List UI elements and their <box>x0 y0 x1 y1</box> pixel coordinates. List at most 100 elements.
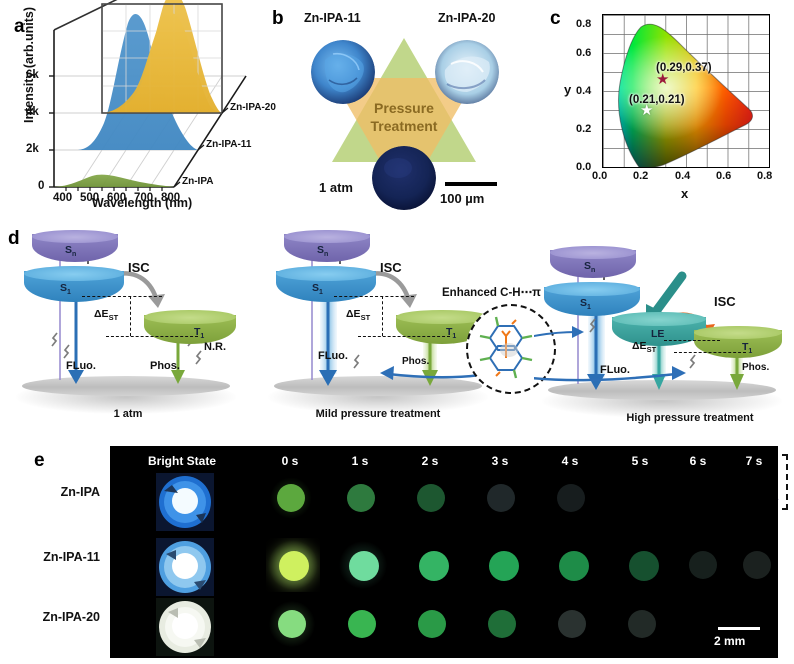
non-radiative-label: N.R. <box>204 341 226 353</box>
state-label-sn: Sn <box>317 244 328 258</box>
t1-sub: 1 <box>200 333 205 341</box>
pressure-text-line1: Pressure <box>374 100 434 116</box>
delta-est-label: ΔEST <box>346 308 370 322</box>
panel-a-xtick-700: 700 <box>134 192 154 204</box>
triangle-down-orange <box>332 78 476 202</box>
afterglow-zn-ipa-3s <box>476 473 526 523</box>
delta-e-text: ΔE <box>94 308 109 320</box>
panel-b-label-1-atm: 1 atm <box>319 180 353 195</box>
panel-a-xtick-800: 800 <box>161 192 181 204</box>
afterglow-zn-ipa-20-0s <box>266 598 318 650</box>
state-label-s1: S1 <box>60 282 71 296</box>
sn-text: S <box>317 244 325 256</box>
cie-marker-white-star: ★ <box>640 102 654 119</box>
panel-a-series-label-zn-ipa-20: Zn-IPA-20 <box>230 102 276 113</box>
dashed-t1-level <box>106 336 198 337</box>
s1-sub: 1 <box>587 304 591 312</box>
fluorescence-label: FLuo. <box>318 350 348 362</box>
enhanced-ch-pi-label: Enhanced C-H⋯π <box>442 287 541 299</box>
dashed-le-level <box>664 340 720 341</box>
sn-sub: n <box>324 251 329 259</box>
afterglow-zn-ipa-11-3s <box>476 538 530 592</box>
s1-sub: 1 <box>67 289 71 297</box>
panel-c-xtick-04: 0.4 <box>675 170 691 182</box>
panel-a-series-label-zn-ipa: Zn-IPA <box>182 176 214 187</box>
dashed-t1-level <box>358 336 450 337</box>
panel-c-y-axis-label: y <box>564 82 572 97</box>
panel-d-letter: d <box>8 228 20 249</box>
panel-c-cie-chromaticity: c <box>540 0 794 228</box>
s1-text: S <box>312 282 320 294</box>
crystal-image-zn-ipa-11 <box>311 40 375 104</box>
isc-label: ISC <box>128 260 150 275</box>
row-label-zn-ipa-11: Zn-IPA-11 <box>43 550 100 564</box>
panel-c-ytick-02: 0.2 <box>576 123 592 135</box>
state-label-sn: Sn <box>584 260 595 274</box>
state-bowl-t1 <box>144 310 236 344</box>
cie-gamut <box>618 23 753 167</box>
row-label-zn-ipa: Zn-IPA <box>60 485 100 499</box>
afterglow-zn-ipa-1s <box>336 473 386 523</box>
panel-c-xtick-06: 0.6 <box>716 170 732 182</box>
panel-c-letter: c <box>550 8 561 29</box>
column-header-bright-state: Bright State <box>147 454 216 468</box>
panel-b-star-of-david <box>332 38 476 202</box>
delta-e-sub: ST <box>108 313 119 323</box>
state-label-t1: T1 <box>742 341 752 355</box>
state-label-sn: Sn <box>65 244 76 258</box>
afterglow-zn-ipa-11-6s <box>676 538 730 592</box>
state-bowl-s1 <box>544 282 640 316</box>
afterglow-zn-ipa-20-1s <box>336 598 388 650</box>
delta-est-label: ΔEST <box>94 308 118 322</box>
state-bowl-t1 <box>694 326 782 358</box>
afterglow-zn-ipa-11-2s <box>406 538 460 592</box>
delta-e-sub: ST <box>360 313 371 323</box>
cie-coord-red: (0.29,0.37) <box>656 62 712 74</box>
dashed-t1-level <box>674 352 746 353</box>
panel-b-pressure-treatment-text: Pressure Treatment <box>349 100 459 136</box>
bright-state-photo-zn-ipa-11 <box>156 538 214 596</box>
dashed-delta-connector <box>130 296 131 336</box>
panel-a-xtick-500: 500 <box>80 192 100 204</box>
afterglow-zn-ipa-20-2s <box>406 598 458 650</box>
column-header-3s: 3 s <box>491 454 509 468</box>
crystal-image-1-atm <box>372 146 436 210</box>
panel-b-letter: b <box>272 8 284 29</box>
panel-d-jablonski-diagrams: d <box>0 228 794 510</box>
state-bowl-t1 <box>396 310 488 344</box>
jablonski-high-pressure: Sn S1 LE T1 ΔEST ISC FLuo. Phos. H <box>534 228 794 436</box>
state-label-t1: T1 <box>446 326 456 340</box>
panel-c-ytick-0: 0.0 <box>576 161 592 173</box>
panel-b-pressure-treatment: b Zn-IPA-11 Zn-IPA-20 <box>268 0 540 228</box>
panel-b-scalebar-label: 100 µm <box>440 191 485 206</box>
afterglow-zn-ipa-20-3s <box>476 598 528 650</box>
t1-sub: 1 <box>748 348 753 356</box>
sn-text: S <box>65 244 73 256</box>
afterglow-zn-ipa-7s <box>730 473 780 523</box>
panel-e-scalebar-line <box>718 627 760 630</box>
jablonski-1-atm: Sn S1 T1 ΔEST ISC FLuo. Phos. N.R. 1 atm <box>10 228 260 436</box>
ground-state-plane <box>548 380 776 400</box>
delta-e-text: ΔE <box>346 308 361 320</box>
s1-text: S <box>60 282 68 294</box>
bright-state-photo-zn-ipa-20 <box>156 598 214 656</box>
isc-label: ISC <box>380 260 402 275</box>
afterglow-zn-ipa-11-1s <box>336 538 390 592</box>
s1-sub: 1 <box>319 289 323 297</box>
panel-c-ytick-08: 0.8 <box>576 18 592 30</box>
caption-high-pressure: High pressure treatment <box>626 412 754 424</box>
phosphorescence-label: Phos. <box>742 362 770 373</box>
phosphorescence-label: Phos. <box>402 356 430 367</box>
t1-text: T <box>742 341 749 353</box>
fluorescence-label: FLuo. <box>66 360 96 372</box>
t1-text: T <box>194 326 201 338</box>
state-bowl-sn <box>284 230 370 262</box>
panel-b-scalebar-line <box>445 182 497 186</box>
panel-a-xtick-600: 600 <box>107 192 127 204</box>
isc-label: ISC <box>714 294 736 309</box>
delta-e-sub: ST <box>646 345 657 355</box>
afterglow-zn-ipa-11-4s <box>546 538 600 592</box>
sn-sub: n <box>591 267 596 275</box>
phosphorescence-label: Phos. <box>150 360 180 372</box>
panel-c-ytick-04: 0.4 <box>576 85 592 97</box>
